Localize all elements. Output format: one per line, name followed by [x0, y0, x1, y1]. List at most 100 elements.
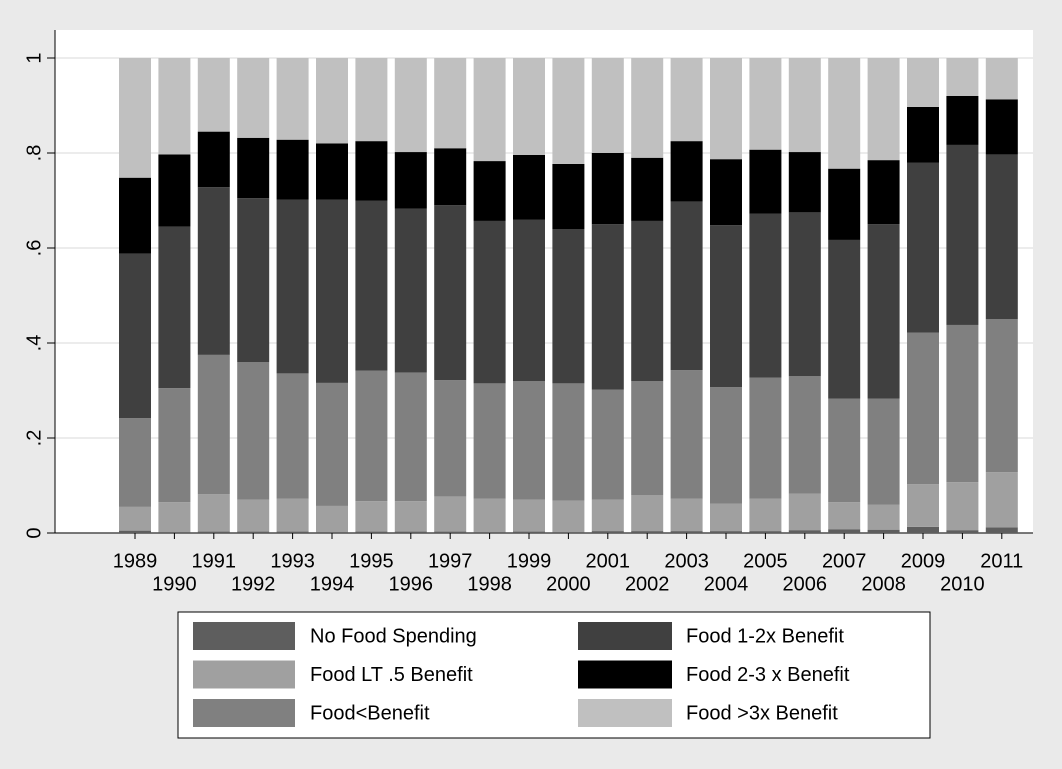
bar-segment [276, 498, 309, 532]
bar-segment [788, 212, 821, 377]
bar-segment [552, 532, 585, 533]
x-tick-label: 2003 [664, 550, 709, 572]
bar-segment [946, 324, 979, 483]
bar-segment [119, 177, 151, 254]
x-tick-label: 2006 [783, 573, 828, 595]
bar-segment [394, 152, 427, 209]
legend-label: No Food Spending [310, 625, 477, 647]
x-tick-label: 1992 [231, 573, 276, 595]
bar-segment [552, 163, 585, 229]
bar-segment [788, 58, 821, 153]
bar-segment [197, 187, 230, 355]
bar-segment [631, 495, 664, 532]
bar-segment [670, 370, 703, 499]
bar-segment [867, 529, 900, 533]
bar-segment [907, 58, 939, 107]
bar-segment [316, 143, 348, 200]
bar-segment [473, 498, 506, 533]
x-tick-label: 1999 [507, 550, 552, 572]
bar-segment [985, 472, 1018, 528]
x-tick-label: 2011 [980, 550, 1023, 572]
bar-segment [434, 148, 467, 206]
bar-segment [355, 501, 388, 532]
bar-segment [946, 96, 979, 145]
bar-segment [749, 498, 782, 532]
bar-segment [749, 377, 782, 499]
legend-swatch [578, 699, 672, 727]
bar-segment [473, 220, 506, 384]
bar-segment [394, 58, 427, 153]
bar-segment [591, 224, 624, 390]
bar-segment [985, 154, 1018, 320]
y-tick-label: .8 [23, 145, 45, 162]
bar-segment [907, 332, 939, 485]
x-tick-label: 2005 [743, 550, 788, 572]
legend-swatch [193, 622, 295, 650]
bar-segment [276, 531, 309, 533]
bar-segment [828, 529, 861, 533]
bar-segment [355, 58, 388, 142]
bar-segment [276, 58, 309, 140]
bar-segment [513, 58, 545, 155]
bar-segment [907, 484, 939, 527]
legend-swatch [193, 660, 295, 689]
bar-segment [473, 58, 506, 162]
bar-segment [434, 531, 467, 533]
bar-segment [946, 58, 979, 96]
bar-segment [394, 501, 427, 532]
bar-segment [394, 372, 427, 502]
bar-segment [276, 139, 309, 200]
x-tick-label: 1995 [349, 550, 394, 572]
bar-segment [946, 144, 979, 325]
bar-segment [591, 499, 624, 532]
bar-segment [316, 532, 348, 533]
bar-segment [946, 530, 979, 533]
bar-segment [513, 154, 545, 220]
bar-segment [316, 199, 348, 383]
bar-segment [631, 220, 664, 381]
bar-segment [434, 205, 467, 381]
bar-segment [552, 500, 585, 533]
bar-segment [473, 161, 506, 221]
bar-segment [237, 531, 270, 533]
x-tick-label: 1997 [428, 550, 473, 572]
bar-segment [828, 168, 861, 240]
bar-segment [670, 201, 703, 371]
bar-segment [316, 382, 348, 506]
bar-segment [985, 99, 1018, 155]
x-tick-label: 1994 [310, 573, 355, 595]
bar-segment [119, 530, 151, 533]
x-tick-label: 2001 [586, 550, 631, 572]
legend-swatch [578, 622, 672, 650]
bar-segment [513, 531, 545, 533]
x-tick-label: 1991 [192, 550, 237, 572]
bar-segment [788, 530, 821, 533]
x-tick-label: 1993 [270, 550, 315, 572]
bar-segment [867, 398, 900, 505]
bar-segment [985, 527, 1018, 533]
bar-segment [867, 58, 900, 161]
legend-label: Food LT .5 Benefit [310, 664, 473, 686]
bar-segment [591, 531, 624, 533]
bar-segment [276, 373, 309, 499]
bar-segment [513, 499, 545, 532]
bar-segment [237, 362, 270, 500]
bar-segment [985, 58, 1018, 100]
bar-segment [316, 58, 348, 144]
legend-label: Food<Benefit [310, 702, 430, 724]
bar-segment [710, 503, 742, 532]
bar-segment [355, 200, 388, 371]
bar-segment [355, 370, 388, 502]
bar-segment [434, 58, 467, 149]
bar-segment [788, 493, 821, 531]
bar-segment [158, 58, 191, 155]
bar-segment [316, 505, 348, 533]
y-tick-label: .2 [23, 430, 45, 447]
bar-segment [197, 354, 230, 495]
bar-segment [394, 531, 427, 533]
bar-segment [867, 224, 900, 399]
bar-segment [237, 499, 270, 532]
bar-segment [710, 225, 742, 388]
x-tick-label: 2010 [940, 573, 985, 595]
x-tick-label: 2002 [625, 573, 670, 595]
